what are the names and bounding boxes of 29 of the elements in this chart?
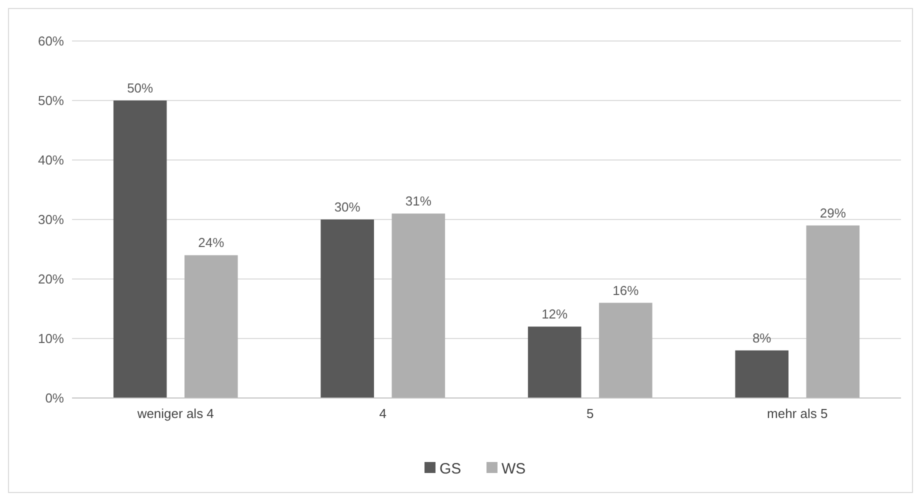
data-label: 31% — [405, 194, 432, 209]
bar — [113, 100, 167, 398]
bar — [320, 220, 374, 398]
x-tick-label: weniger als 4 — [136, 406, 214, 421]
y-tick-label: 20% — [38, 272, 64, 287]
y-tick-label: 40% — [38, 152, 64, 168]
y-tick-label: 0% — [45, 390, 64, 406]
y-tick-label: 50% — [38, 93, 64, 108]
y-tick-label: 10% — [38, 331, 64, 346]
data-label: 30% — [334, 200, 361, 214]
bar — [599, 302, 652, 398]
data-label: 50% — [127, 80, 154, 96]
data-label: 16% — [612, 282, 640, 298]
legend-label: GS — [440, 460, 462, 478]
bar — [184, 255, 238, 398]
x-tick-label: mehr als 5 — [767, 406, 828, 421]
bar — [528, 326, 582, 398]
data-label: 29% — [820, 205, 846, 220]
bar — [392, 214, 446, 398]
data-label: 24% — [198, 235, 225, 250]
x-tick-label: 5 — [586, 406, 594, 421]
x-tick-label: 4 — [379, 406, 386, 421]
y-tick-label: 60% — [38, 34, 64, 49]
bar — [735, 350, 788, 398]
data-label: 8% — [752, 330, 772, 346]
y-tick-label: 30% — [38, 212, 64, 228]
bar — [806, 225, 860, 398]
legend-label: WS — [502, 460, 526, 478]
data-label: 12% — [542, 306, 568, 322]
